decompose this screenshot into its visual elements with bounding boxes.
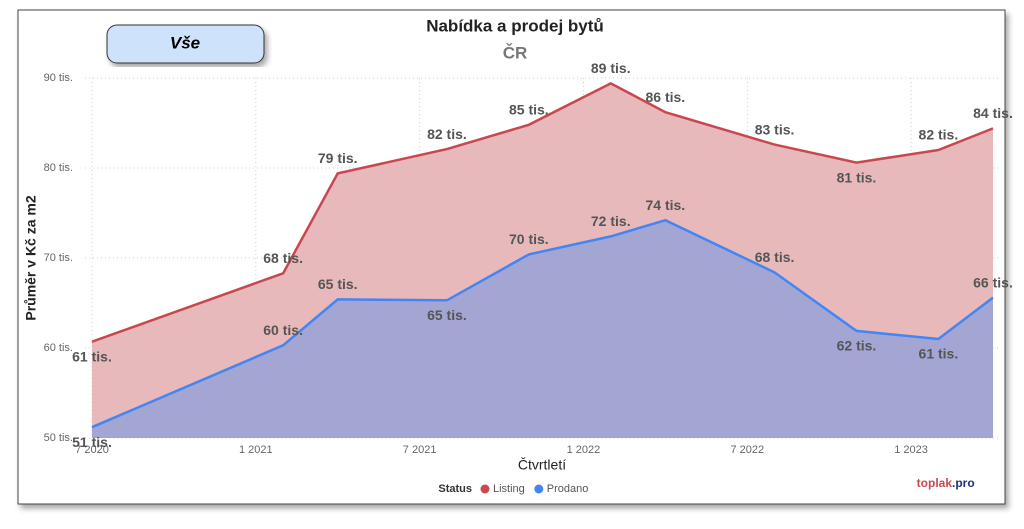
data-label: 61 tis.: [72, 348, 112, 364]
legend-label: Prodano: [547, 483, 589, 495]
data-label: 74 tis.: [646, 197, 686, 213]
x-tick-label: 7 2020: [75, 444, 109, 456]
data-label: 62 tis.: [837, 338, 877, 354]
data-label: 82 tis.: [919, 127, 959, 143]
data-label: 68 tis.: [755, 249, 795, 265]
x-axis-title: Čtvrtletí: [518, 457, 566, 473]
data-label: 65 tis.: [427, 307, 467, 323]
data-label: 61 tis.: [919, 346, 959, 362]
data-label: 66 tis.: [973, 274, 1013, 290]
legend: Listing Prodano: [480, 483, 589, 495]
y-tick-label: 90 tis.: [44, 72, 73, 84]
data-label: 82 tis.: [427, 126, 467, 142]
data-label: 81 tis.: [837, 169, 877, 185]
data-label: 89 tis.: [591, 60, 631, 76]
filter-button[interactable]: Vše: [106, 24, 265, 64]
data-label: 70 tis.: [509, 231, 549, 247]
brand-name: toplak: [917, 476, 953, 490]
area: [92, 220, 993, 438]
button-label[interactable]: Vše: [170, 33, 200, 52]
y-tick-label: 70 tis.: [44, 252, 73, 264]
x-tick-label: 7 2022: [730, 444, 764, 456]
x-tick-label: 1 2021: [239, 444, 273, 456]
data-label: 65 tis.: [318, 276, 358, 292]
data-label: 79 tis.: [318, 150, 358, 166]
data-label: 51 tis.: [72, 434, 112, 450]
y-tick-label: 60 tis.: [44, 342, 73, 354]
data-label: 85 tis.: [509, 102, 549, 118]
data-label: 60 tis.: [263, 322, 303, 338]
data-label: 84 tis.: [973, 105, 1013, 121]
legend-label: Listing: [493, 483, 525, 495]
y-tick-label: 50 tis.: [44, 432, 73, 444]
chart-title: Nabídka a prodej bytů: [426, 16, 604, 35]
legend-title: Status: [438, 483, 472, 495]
legend-marker: [534, 484, 544, 494]
legend-marker: [480, 484, 490, 494]
x-tick-label: 1 2022: [567, 444, 601, 456]
line: [91, 218, 994, 429]
button-bg[interactable]: [106, 24, 265, 64]
data-label: 83 tis.: [755, 121, 795, 137]
data-label: 68 tis.: [263, 250, 303, 266]
chart-subtitle: ČR: [503, 43, 528, 62]
data-label: 86 tis.: [646, 89, 686, 105]
brand-suffix: .pro: [952, 476, 975, 490]
y-tick-label: 80 tis.: [44, 162, 73, 174]
x-tick-label: 1 2023: [894, 444, 928, 456]
line: [91, 81, 994, 343]
data-label: 72 tis.: [591, 213, 631, 229]
y-axis-title: Průměr v Kč za m2: [23, 195, 39, 320]
x-tick-label: 7 2021: [403, 444, 437, 456]
